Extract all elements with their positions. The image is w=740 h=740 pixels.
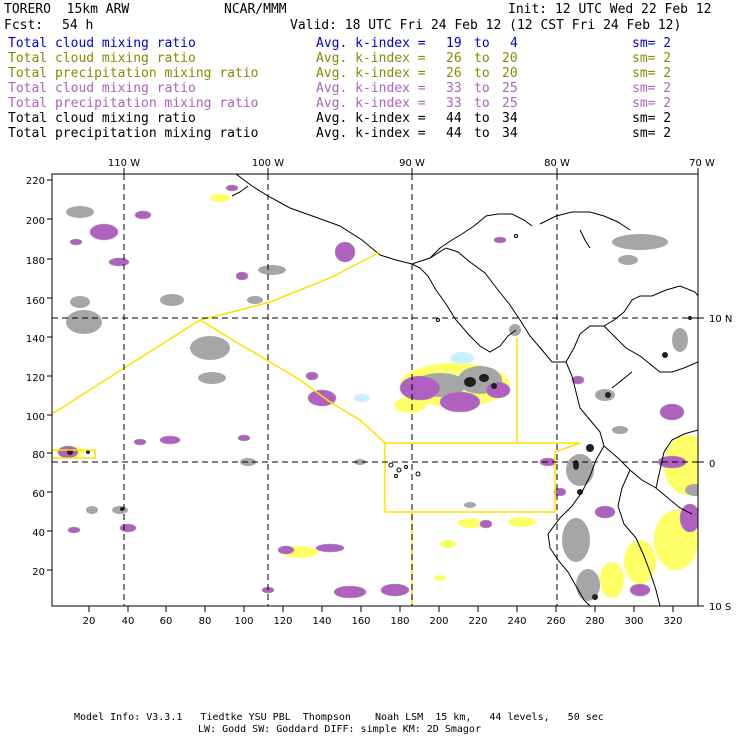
legend-k-from: 26 (446, 66, 462, 81)
legend-k-to: 34 (502, 111, 518, 126)
x-tick-label: 320 (663, 616, 682, 627)
y-tick-label: 220 (26, 176, 45, 187)
x-tick-label: 120 (273, 616, 292, 627)
footer-physics-info: LW: Godd SW: Goddard DIFF: simple KM: 2D… (198, 724, 481, 735)
lat-lon-grid (52, 174, 698, 606)
legend-k-to: 25 (502, 81, 518, 96)
lon-label: 90 W (399, 158, 425, 169)
y-tick-label: 100 (26, 412, 45, 423)
x-tick-label: 140 (312, 616, 331, 627)
legend-smooth: sm= 2 (632, 96, 672, 111)
legend-k-from: 26 (446, 51, 462, 66)
legend-smooth: sm= 2 (632, 111, 672, 126)
legend-field: Total precipitation mixing ratio (8, 96, 259, 111)
y-tick-label: 200 (26, 216, 45, 227)
coastlines (231, 174, 698, 606)
lon-label: 110 W (108, 158, 140, 169)
legend-kindex: Avg. k-index = (316, 111, 426, 126)
legend-smooth: sm= 2 (632, 36, 672, 51)
legend-field: Total cloud mixing ratio (8, 51, 196, 66)
x-tick-label: 300 (624, 616, 643, 627)
x-tick-label: 20 (83, 616, 96, 627)
legend-kindex: Avg. k-index = (316, 66, 426, 81)
forecast-label: Fcst: (4, 18, 44, 33)
legend-to: to (474, 81, 490, 96)
y-tick-label: 180 (26, 256, 45, 267)
model-title: TORERO 15km ARW (4, 2, 130, 17)
footer-model-info: Model Info: V3.3.1 Tiedtke YSU PBL Thomp… (74, 712, 604, 723)
legend-smooth: sm= 2 (632, 51, 672, 66)
legend-smooth: sm= 2 (632, 81, 672, 96)
x-tick-label: 180 (390, 616, 409, 627)
y-tick-label: 40 (32, 528, 45, 539)
legend-kindex: Avg. k-index = (316, 51, 426, 66)
legend-field: Total cloud mixing ratio (8, 111, 196, 126)
x-tick-label: 220 (468, 616, 487, 627)
legend-field: Total cloud mixing ratio (8, 81, 196, 96)
legend-field: Total cloud mixing ratio (8, 36, 196, 51)
y-tick-label: 60 (32, 489, 45, 500)
y-tick-label: 120 (26, 373, 45, 384)
legend-smooth: sm= 2 (632, 66, 672, 81)
lon-label: 80 W (544, 158, 570, 169)
legend-kindex: Avg. k-index = (316, 81, 426, 96)
lat-label: 10 N (709, 314, 732, 325)
x-tick-label: 160 (351, 616, 370, 627)
legend-k-from: 44 (446, 111, 462, 126)
x-tick-label: 240 (507, 616, 526, 627)
x-tick-label: 80 (199, 616, 212, 627)
y-tick-label: 20 (32, 567, 45, 578)
legend-k-from: 19 (446, 36, 462, 51)
legend-to: to (474, 36, 490, 51)
x-tick-label: 100 (234, 616, 253, 627)
legend-kindex: Avg. k-index = (316, 126, 426, 141)
dark-convection-areas (67, 316, 692, 600)
lat-label: 0 (709, 459, 715, 470)
gray-cloud-areas (66, 206, 698, 601)
legend-k-to: 34 (502, 126, 518, 141)
map-frame (51, 173, 699, 607)
x-tick-label: 260 (546, 616, 565, 627)
legend-to: to (474, 126, 490, 141)
axis-ticks (47, 168, 704, 612)
lon-label: 100 W (252, 158, 284, 169)
x-tick-label: 40 (122, 616, 135, 627)
legend-k-to: 25 (502, 96, 518, 111)
map-frame-clip (52, 174, 698, 606)
legend-k-from: 33 (446, 81, 462, 96)
y-tick-label: 80 (32, 450, 45, 461)
legend-to: to (474, 51, 490, 66)
center-name: NCAR/MMM (224, 2, 287, 17)
legend-k-from: 33 (446, 96, 462, 111)
y-tick-label: 160 (26, 296, 45, 307)
legend-kindex: Avg. k-index = (316, 36, 426, 51)
valid-time: Valid: 18 UTC Fri 24 Feb 12 (12 CST Fri … (290, 18, 682, 33)
legend-smooth: sm= 2 (632, 126, 672, 141)
legend-k-to: 4 (510, 36, 518, 51)
legend-kindex: Avg. k-index = (316, 96, 426, 111)
y-tick-label: 140 (26, 334, 45, 345)
legend-to: to (474, 111, 490, 126)
forecast-hour: 54 h (62, 18, 94, 33)
legend-field: Total precipitation mixing ratio (8, 126, 259, 141)
legend-to: to (474, 66, 490, 81)
x-tick-label: 280 (585, 616, 604, 627)
legend-k-to: 20 (502, 51, 518, 66)
legend-to: to (474, 96, 490, 111)
legend-k-to: 20 (502, 66, 518, 81)
lon-label: 70 W (689, 158, 715, 169)
legend-field: Total precipitation mixing ratio (8, 66, 259, 81)
x-tick-label: 200 (429, 616, 448, 627)
lat-label: 10 S (709, 602, 731, 613)
x-tick-label: 60 (160, 616, 173, 627)
legend-k-from: 44 (446, 126, 462, 141)
init-time: Init: 12 UTC Wed 22 Feb 12 (508, 2, 712, 17)
